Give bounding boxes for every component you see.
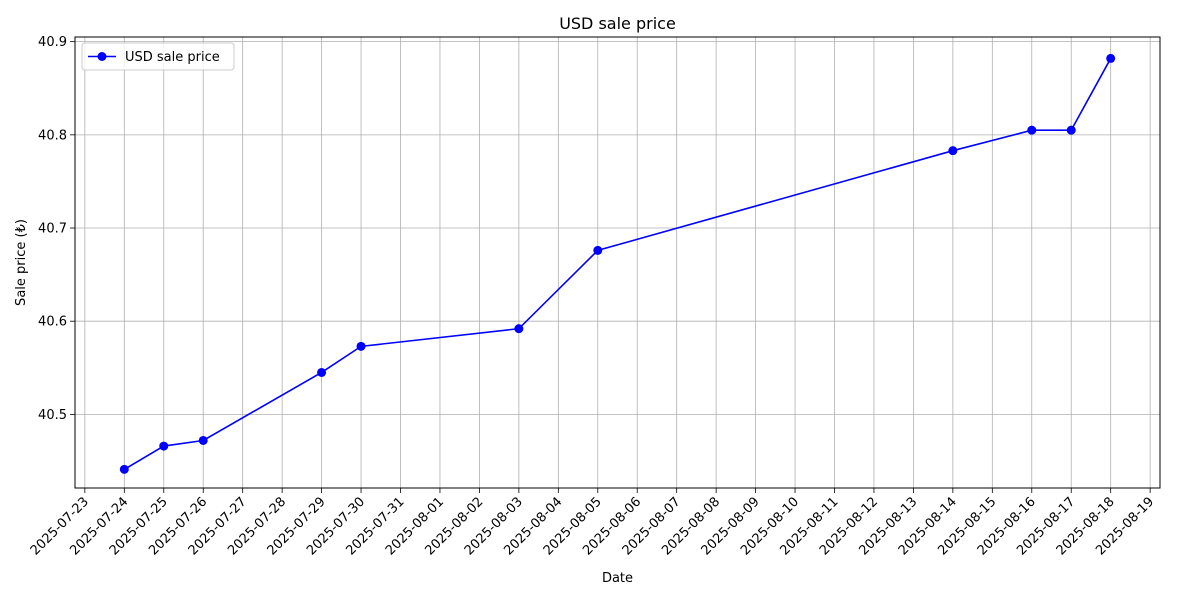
y-tick-label: 40.9 — [38, 35, 67, 50]
y-tick-label: 40.7 — [38, 222, 67, 237]
data-point — [593, 245, 603, 255]
y-axis: 40.5 40.6 40.7 40.8 40.9 — [38, 35, 75, 423]
grid-lines — [75, 37, 1160, 488]
y-tick-label: 40.8 — [38, 128, 67, 143]
data-point — [356, 341, 366, 351]
legend-box — [81, 42, 235, 71]
chart-title: USD sale price — [559, 14, 676, 33]
y-tick-label: 40.5 — [38, 408, 67, 423]
data-point — [1106, 53, 1116, 63]
x-axis-label: Date — [602, 571, 633, 586]
data-point — [1066, 125, 1076, 135]
y-tick-label: 40.6 — [38, 315, 67, 330]
legend-marker — [97, 52, 107, 61]
y-axis-label: Sale price (₺) — [14, 219, 29, 306]
data-point — [948, 146, 958, 156]
data-point — [159, 441, 169, 451]
data-point — [1027, 125, 1037, 135]
data-point — [317, 367, 327, 377]
data-point — [198, 435, 208, 445]
legend-entry-usd-sale-price: USD sale price — [125, 50, 220, 65]
series-layer — [119, 53, 1116, 474]
plot-frame — [74, 36, 1161, 489]
legend: USD sale price — [81, 42, 235, 71]
data-point — [119, 464, 129, 474]
data-point — [514, 324, 524, 334]
